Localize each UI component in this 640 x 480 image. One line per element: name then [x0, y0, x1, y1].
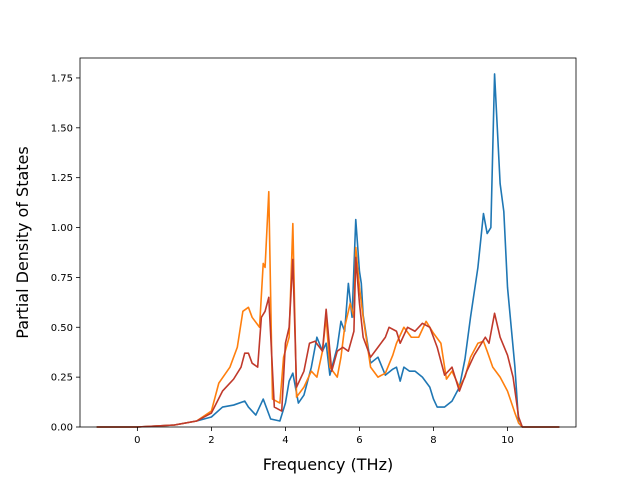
y-tick-label: 0.75 — [51, 273, 73, 284]
y-axis: 0.00 0.25 0.50 0.75 1.00 1.25 1.50 1.75 — [51, 73, 80, 434]
y-tick-label: 1.75 — [51, 73, 73, 84]
y-tick-label: 0.50 — [51, 323, 73, 334]
series-line-2 — [96, 190, 560, 428]
y-tick-label: 0.25 — [51, 373, 73, 384]
series-layer — [96, 73, 560, 428]
y-tick-label: 1.50 — [51, 123, 73, 134]
x-tick-label: 8 — [430, 435, 436, 446]
x-tick-label: 2 — [208, 435, 214, 446]
plot-frame — [79, 57, 577, 428]
x-tick-label: 4 — [282, 435, 288, 446]
x-axis-label: Frequency (THz) — [263, 455, 393, 474]
x-axis: 0 2 4 6 8 10 — [134, 427, 514, 446]
x-tick-label: 10 — [501, 435, 514, 446]
y-tick-label: 1.25 — [51, 173, 73, 184]
y-tick-label: 1.00 — [51, 223, 73, 234]
y-axis-label: Partial Density of States — [13, 146, 32, 338]
y-tick-label: 0.00 — [51, 423, 73, 434]
x-tick-label: 0 — [134, 435, 140, 446]
series-line-3 — [96, 256, 560, 428]
x-tick-label: 6 — [356, 435, 362, 446]
